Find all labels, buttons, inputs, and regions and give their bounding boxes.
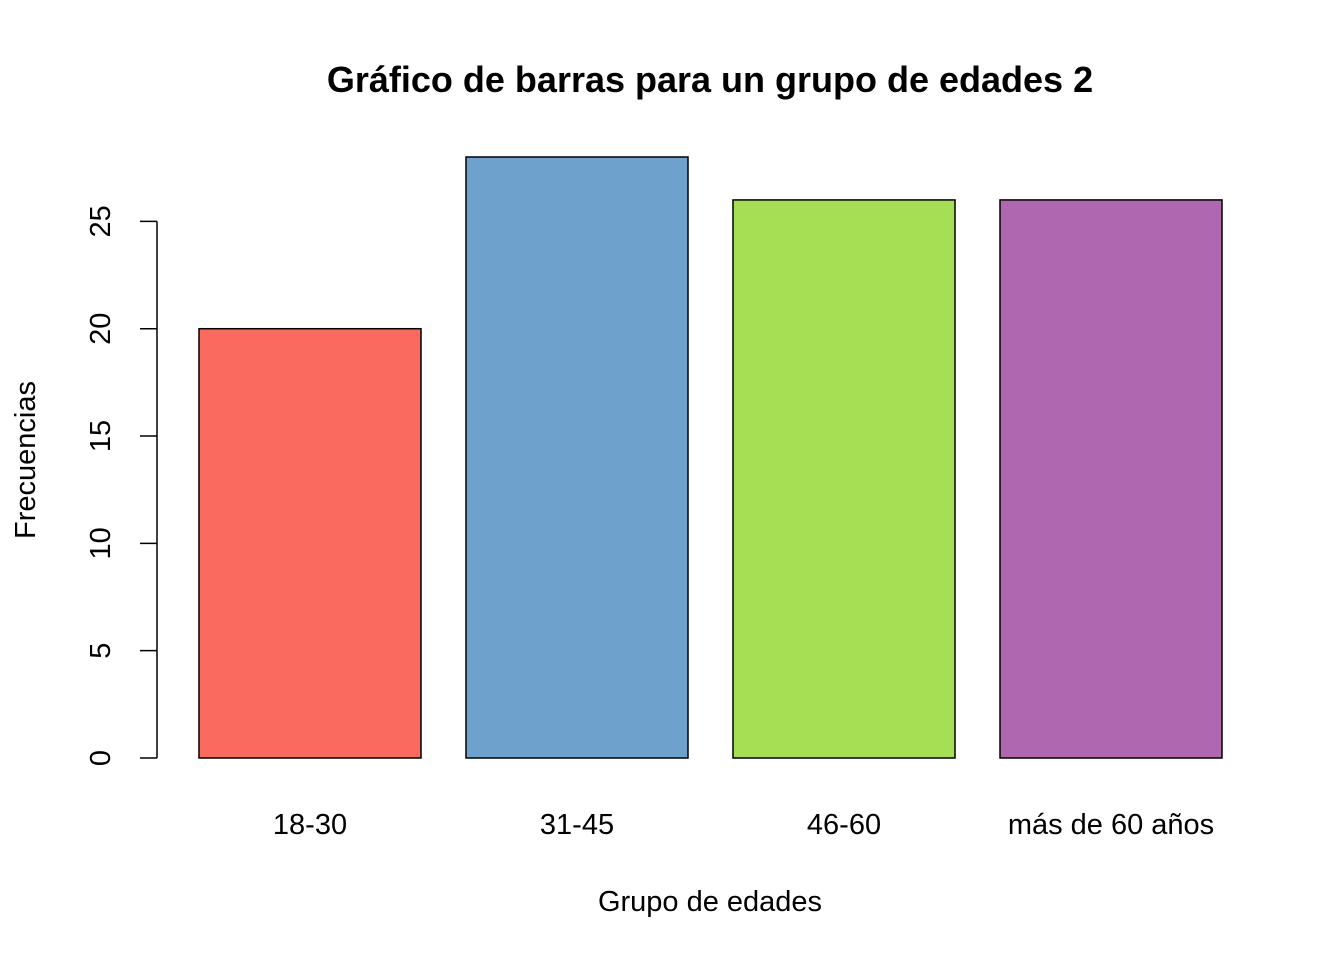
y-tick-label: 0 xyxy=(85,750,117,766)
bar-1 xyxy=(198,327,422,759)
y-axis: 0 5 10 15 20 25 xyxy=(85,205,158,766)
x-tick-label: 18-30 xyxy=(273,809,347,841)
y-tick-label: 20 xyxy=(85,313,117,345)
chart-title: Gráfico de barras para un grupo de edade… xyxy=(327,59,1093,100)
y-tick-label: 10 xyxy=(85,527,117,559)
y-ticks: 0 5 10 15 20 25 xyxy=(85,205,157,766)
x-tick-label: 46-60 xyxy=(807,809,881,841)
bar-3 xyxy=(732,199,956,759)
y-tick-label: 15 xyxy=(85,420,117,452)
x-tick-label: más de 60 años xyxy=(1008,809,1214,841)
y-tick-label: 5 xyxy=(85,643,117,659)
bar-4 xyxy=(999,199,1223,759)
bar-2 xyxy=(465,156,689,759)
bars xyxy=(198,156,1223,759)
x-tick-label: 31-45 xyxy=(540,809,614,841)
x-axis-label: Grupo de edades xyxy=(598,886,822,918)
y-axis-label: Frecuencias xyxy=(10,381,42,539)
x-tick-labels: 18-30 31-45 46-60 más de 60 años xyxy=(273,809,1214,841)
y-tick-label: 25 xyxy=(85,205,117,237)
